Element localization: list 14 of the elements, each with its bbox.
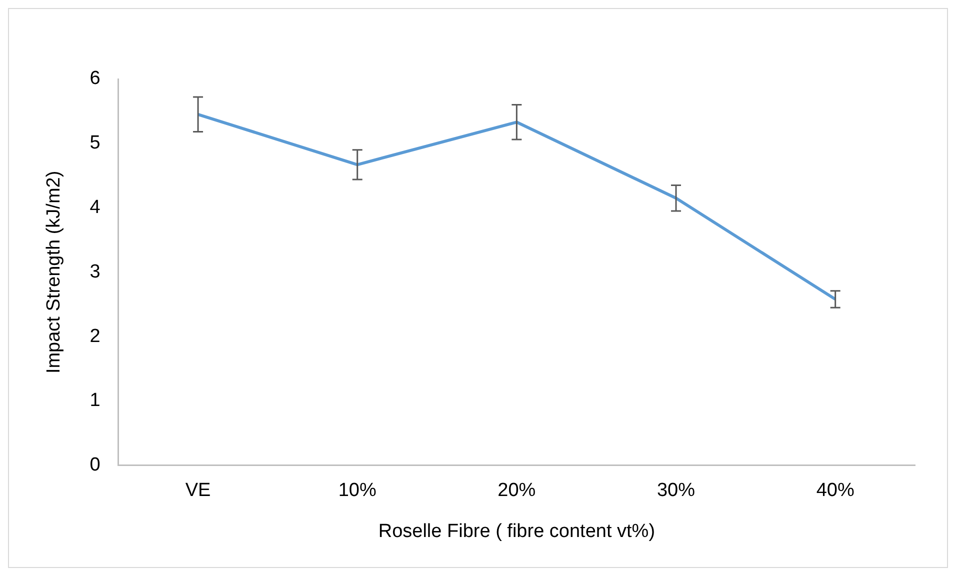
x-tick-label: 20% [498, 480, 536, 502]
y-tick-label: 4 [90, 197, 101, 218]
y-tick-label: 0 [90, 454, 100, 476]
y-axis-title: Impact Strength (kJ/m2) [44, 170, 65, 374]
x-axis-title: Roselle Fibre ( fibre content vt%) [378, 520, 656, 542]
y-tick-label: 5 [90, 132, 100, 154]
x-tick-label: 30% [656, 480, 696, 502]
x-tick-label: 10% [338, 480, 376, 502]
y-tick-label: 3 [90, 261, 100, 282]
y-tick-label: 6 [90, 68, 100, 90]
y-tick-label: 1 [90, 390, 100, 412]
x-tick-label: VE [185, 480, 211, 502]
y-tick-label: 2 [90, 326, 100, 347]
x-tick-label: 40% [816, 480, 854, 502]
